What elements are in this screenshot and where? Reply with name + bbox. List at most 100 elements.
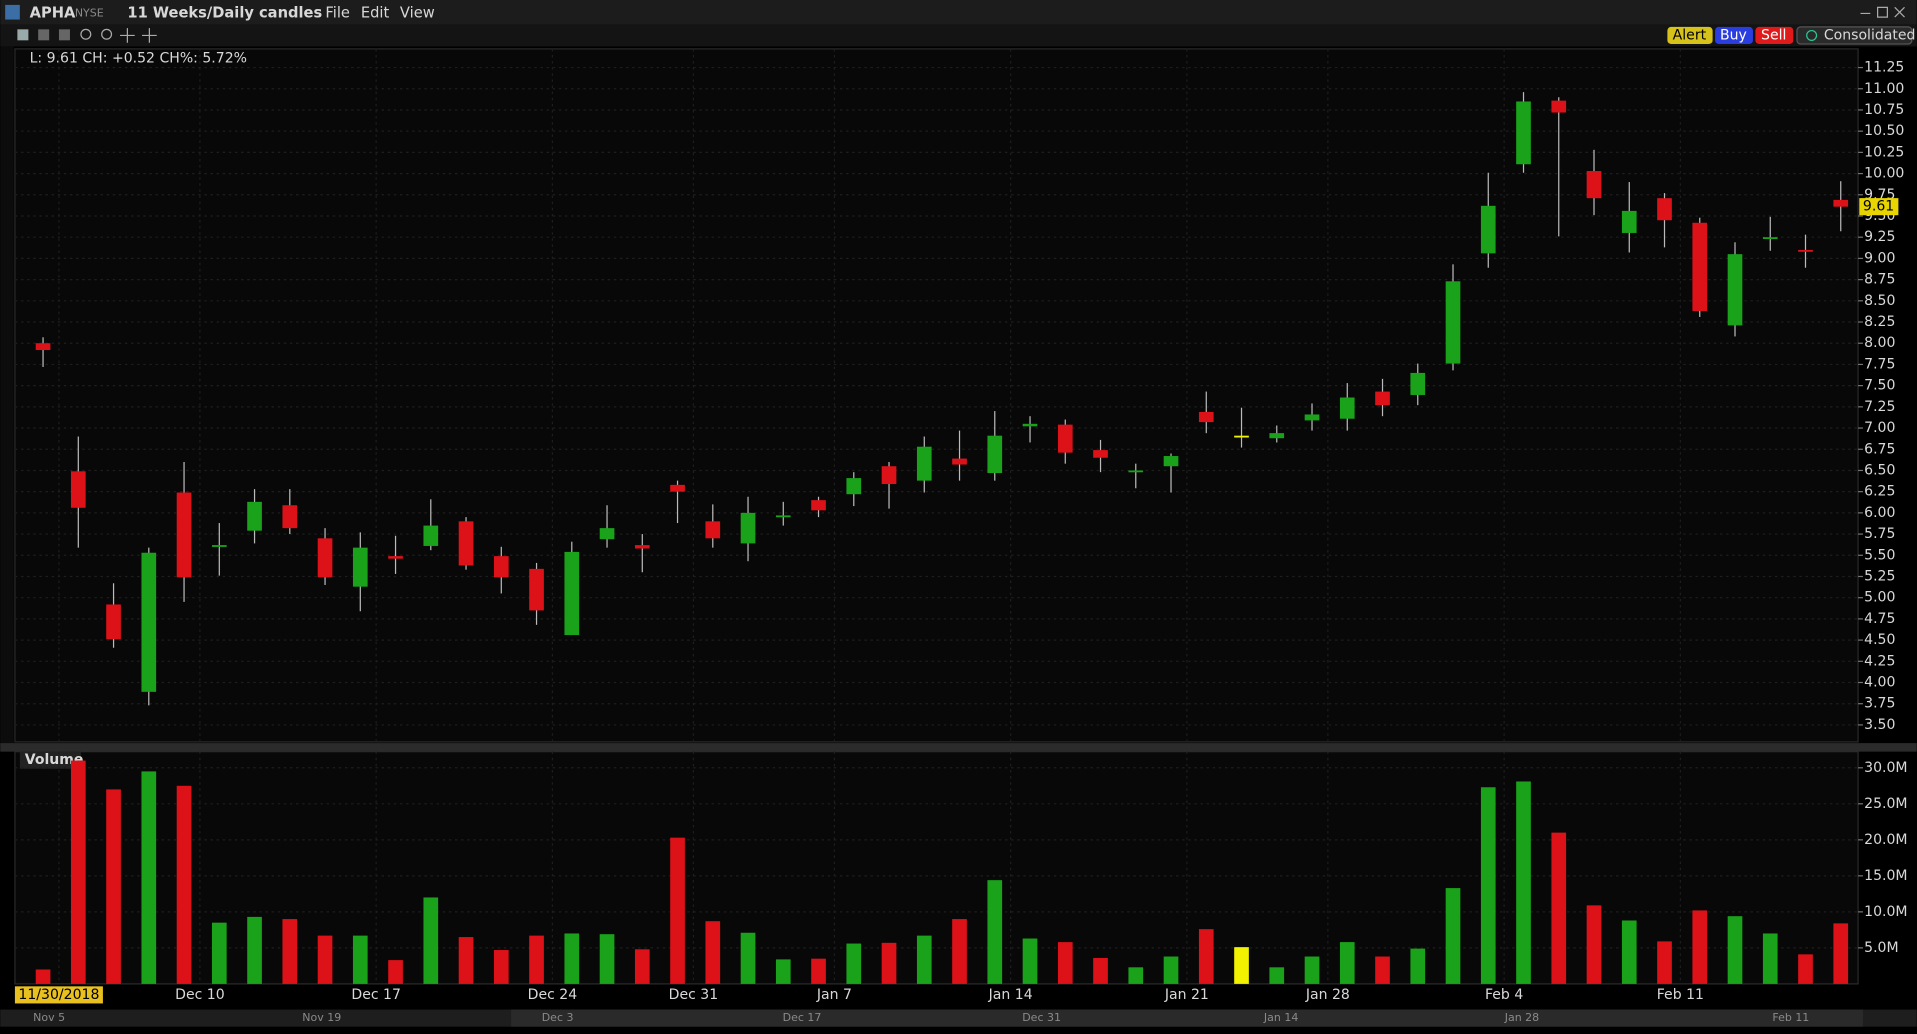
tool-icon[interactable] [142, 28, 157, 43]
candle-body [740, 512, 756, 544]
candle-body [1621, 210, 1637, 233]
alert-label[interactable]: Alert [1673, 27, 1707, 43]
tool-icon[interactable] [38, 29, 50, 41]
symbol[interactable]: APHA [30, 4, 76, 21]
candle-body [1339, 397, 1355, 419]
y-tick-label: 9.25 [1864, 229, 1895, 245]
candle-body [1163, 456, 1179, 467]
candle-body [106, 604, 121, 640]
candle-body [1375, 391, 1390, 406]
volume-bar [1798, 954, 1813, 984]
volume-bar [1128, 967, 1144, 984]
volume-label: Volume [25, 752, 84, 768]
consolidated-label[interactable]: Consolidated [1824, 27, 1916, 43]
y-tick-label: 7.75 [1864, 356, 1895, 372]
y2-tick-label: 25.0M [1864, 796, 1907, 812]
volume-bar [1269, 967, 1285, 984]
volume-bar [634, 949, 650, 984]
period-selector[interactable]: 11 Weeks/Daily candles [127, 4, 322, 21]
candle-body [1657, 198, 1672, 221]
y-tick-label: 10.50 [1864, 123, 1904, 139]
y2-tick-label: 20.0M [1864, 832, 1907, 848]
candle-body [35, 343, 51, 351]
x-tick-label: Dec 24 [528, 987, 578, 1003]
y-tick-label: 10.00 [1864, 166, 1904, 182]
volume-bar [282, 919, 298, 984]
sell-button[interactable] [1755, 26, 1794, 44]
y-tick-label: 8.75 [1864, 272, 1895, 288]
candle-body [1798, 249, 1813, 252]
y2-tick-label: 5.0M [1864, 940, 1898, 956]
volume-bar [740, 932, 756, 984]
candle-body [1234, 435, 1249, 438]
volume-bar [70, 760, 86, 984]
volume-bar [811, 958, 826, 984]
y-tick-label: 4.00 [1864, 675, 1895, 691]
y2-tick-label: 30.0M [1864, 760, 1907, 776]
candle-body [141, 552, 157, 692]
x-tick-label: Feb 11 [1657, 987, 1704, 1003]
volume-bar [1621, 920, 1637, 984]
volume-bar [1304, 956, 1320, 984]
candle-body [1198, 411, 1214, 423]
volume-bar [106, 789, 121, 984]
navigator-label: Dec 17 [783, 1011, 822, 1024]
exchange: NYSE [75, 6, 104, 19]
tool-icon[interactable] [58, 29, 70, 41]
volume-bar [352, 935, 368, 984]
alert-button[interactable] [1667, 26, 1713, 44]
candle-body [881, 466, 897, 485]
volume-label-box [19, 751, 81, 769]
navigator-label: Feb 11 [1772, 1011, 1809, 1024]
candle-body [1551, 100, 1567, 113]
volume-bar [987, 880, 1003, 984]
last-price-label: 9.61 [1863, 199, 1894, 215]
volume-bar [1692, 910, 1708, 984]
candle-body [670, 484, 685, 492]
volume-bar [670, 837, 685, 984]
app-icon [5, 4, 20, 20]
y-tick-label: 7.00 [1864, 420, 1895, 436]
tool-icon[interactable] [17, 29, 29, 41]
candle-body [1586, 171, 1602, 199]
menu-edit[interactable]: Edit [361, 4, 390, 21]
volume-bar [1445, 888, 1461, 984]
y-tick-label: 3.75 [1864, 696, 1895, 712]
y-tick-label: 3.50 [1864, 717, 1895, 733]
x-tick-label: Dec 10 [175, 987, 225, 1003]
buy-button[interactable] [1715, 26, 1753, 44]
tool-icon[interactable] [120, 28, 135, 43]
tool-icon[interactable] [101, 28, 113, 40]
volume-bar [1022, 938, 1038, 984]
candle-body [564, 551, 580, 636]
candle-body [1727, 254, 1743, 326]
navigator-window[interactable] [511, 1009, 1863, 1027]
window-controls[interactable] [1860, 6, 1905, 18]
toolbar-icons [17, 28, 157, 43]
candle-body [1833, 199, 1849, 207]
menu-view[interactable]: View [400, 4, 435, 21]
candle-body [493, 556, 509, 578]
candle-body [529, 568, 544, 611]
candle-body [1057, 424, 1073, 453]
volume-bar [388, 960, 403, 984]
tool-icon[interactable] [80, 28, 92, 40]
buy-label[interactable]: Buy [1720, 27, 1747, 43]
y-tick-label: 6.25 [1864, 484, 1895, 500]
volume-bar [1234, 947, 1249, 984]
y-tick-label: 7.50 [1864, 378, 1895, 394]
consolidated-button[interactable] [1796, 26, 1913, 45]
y2-tick-label: 15.0M [1864, 868, 1907, 884]
y-tick-label: 8.25 [1864, 314, 1895, 330]
sell-label[interactable]: Sell [1761, 27, 1786, 43]
y-tick-label: 11.00 [1864, 81, 1904, 97]
price-info: L: 9.61 CH: +0.52 CH%: 5.72% [30, 51, 247, 67]
x-tick-label: Jan 21 [1164, 987, 1209, 1003]
y-tick-label: 8.50 [1864, 293, 1895, 309]
candle-body [282, 505, 298, 529]
candle-body [846, 478, 862, 495]
candle-body [705, 521, 721, 539]
menu-file[interactable]: File [325, 4, 350, 21]
volume-bar [529, 935, 544, 984]
volume-bar [846, 943, 862, 984]
